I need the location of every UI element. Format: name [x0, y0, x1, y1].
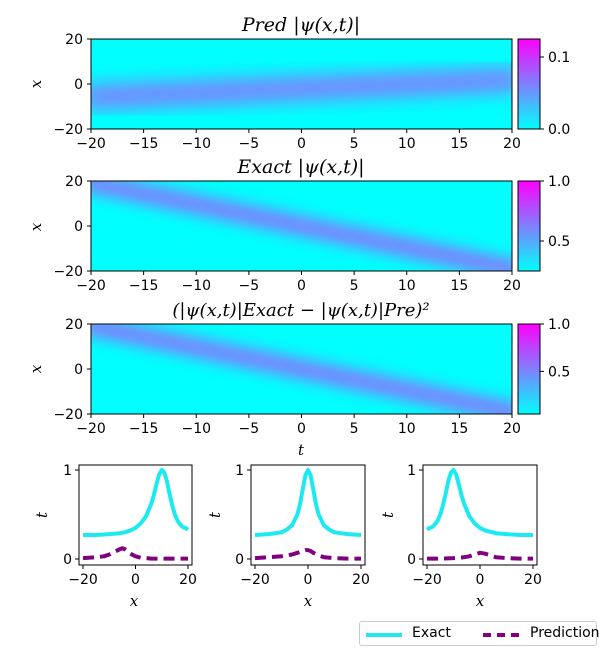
colorbar	[517, 180, 541, 272]
x-tick-label: −15	[129, 278, 159, 294]
heatmap-title: Exact |ψ(x,t)|	[236, 156, 364, 178]
x-tick-label: 10	[398, 421, 416, 437]
y-tick-label: −20	[53, 407, 83, 423]
y-tick-label: 0	[235, 552, 244, 568]
y-axis-label: t	[379, 511, 397, 518]
y-axis-label: x	[27, 79, 45, 88]
x-tick-label: 5	[350, 278, 359, 294]
legend-label-prediction: Prediction	[530, 625, 599, 641]
y-tick-label: −20	[53, 264, 83, 280]
x-axis-label: x	[476, 592, 485, 610]
x-tick-label: −15	[129, 421, 159, 437]
x-tick-label: 15	[450, 136, 468, 152]
x-tick-label: −20	[240, 572, 270, 588]
x-axis-label: t	[298, 441, 305, 459]
heatmap-field	[91, 181, 512, 271]
x-tick-label: −5	[239, 421, 260, 437]
x-tick-label: 5	[350, 136, 359, 152]
x-tick-label: 15	[450, 278, 468, 294]
y-tick-label: 0	[74, 77, 83, 93]
x-tick-label: −20	[68, 572, 98, 588]
heatmap-title: Pred |ψ(x,t)|	[241, 14, 360, 36]
x-tick-label: 0	[476, 572, 485, 588]
x-tick-label: −5	[239, 136, 260, 152]
colorbar-tick-label: 1.0	[548, 174, 570, 190]
series-line-prediction	[427, 550, 533, 561]
heatmap-peak-band	[91, 324, 512, 414]
x-tick-label: 0	[131, 572, 140, 588]
colorbar-tick-label: 0.1	[548, 50, 570, 66]
x-tick-label: −10	[181, 278, 211, 294]
x-tick-label: 10	[398, 278, 416, 294]
heatmap-peak-band	[91, 73, 512, 104]
y-tick-label: 1	[407, 463, 416, 479]
x-tick-label: −10	[181, 136, 211, 152]
x-tick-label: −20	[76, 278, 106, 294]
y-tick-label: 1	[63, 463, 72, 479]
line-panel-3: t x −20 0 20 0 1	[379, 463, 542, 610]
x-tick-label: −5	[239, 278, 260, 294]
y-tick-label: 0	[63, 552, 72, 568]
legend-swatch-prediction	[483, 633, 519, 637]
heatmap-title: (|ψ(x,t)|Exact − |ψ(x,t)|Pre)²	[172, 300, 429, 321]
x-tick-label: 0	[297, 421, 306, 437]
x-tick-label: −20	[412, 572, 442, 588]
y-tick-label: 20	[65, 317, 83, 333]
legend: Exact Prediction	[359, 621, 599, 646]
heatmap-peak-band	[91, 181, 512, 271]
y-tick-label: 1	[235, 463, 244, 479]
line-panel-2: t x −20 0 20 0 1	[206, 463, 370, 610]
x-tick-label: 0	[304, 572, 313, 588]
x-tick-label: 20	[503, 278, 521, 294]
y-tick-label: 20	[65, 32, 83, 48]
series-line-prediction	[82, 546, 188, 561]
x-axis-label: x	[130, 592, 139, 610]
legend-swatch-exact	[366, 633, 402, 637]
x-tick-label: 0	[297, 136, 306, 152]
x-tick-label: 5	[350, 421, 359, 437]
line-panel-1: t x −20 0 20 0 1	[33, 463, 197, 610]
colorbar-tick-label: 0.0	[548, 122, 570, 138]
y-tick-label: 0	[74, 362, 83, 378]
heatmap-panel-exact: Exact |ψ(x,t)| x −20 −15 −10 −5 0 5 10 15 20 −20 0…	[27, 156, 570, 294]
series-line-exact	[83, 468, 190, 537]
x-tick-label: −15	[129, 136, 159, 152]
heatmap-panel-error: (|ψ(x,t)|Exact − |ψ(x,t)|Pre)² x t −20 −1…	[27, 300, 570, 459]
x-tick-label: −20	[76, 421, 106, 437]
legend-label-exact: Exact	[412, 625, 451, 641]
colorbar-tick-label: 1.0	[548, 317, 570, 333]
x-tick-label: 20	[179, 572, 197, 588]
colorbar	[517, 323, 541, 415]
x-tick-label: 20	[503, 421, 521, 437]
colorbar-tick-label: 0.5	[548, 364, 570, 380]
series-line-prediction	[254, 548, 361, 561]
heatmap-panel-pred: Pred |ψ(x,t)| x −20 −15 −10 −5 0 5 10 15 20 −20 0 2…	[27, 14, 570, 152]
y-tick-label: 0	[74, 219, 83, 235]
x-tick-label: 10	[398, 136, 416, 152]
x-axis-label: x	[304, 592, 313, 610]
heatmap-field	[91, 73, 512, 104]
series-line-exact	[254, 468, 362, 537]
y-tick-label: 20	[65, 174, 83, 190]
y-tick-label: −20	[53, 122, 83, 138]
x-tick-label: 20	[503, 136, 521, 152]
heatmap-field	[91, 324, 512, 414]
x-tick-label: −20	[76, 136, 106, 152]
y-axis-label: t	[33, 511, 51, 518]
colorbar	[517, 38, 541, 130]
y-axis-label: t	[206, 511, 224, 518]
y-axis-label: x	[27, 364, 45, 373]
y-axis-label: x	[27, 222, 45, 231]
x-tick-label: 15	[450, 421, 468, 437]
x-tick-label: 20	[352, 572, 370, 588]
x-tick-label: 0	[297, 278, 306, 294]
x-tick-label: 20	[524, 572, 542, 588]
y-tick-label: 0	[407, 552, 416, 568]
x-tick-label: −10	[181, 421, 211, 437]
colorbar-tick-label: 0.5	[548, 234, 570, 250]
series-line-exact	[425, 468, 533, 537]
